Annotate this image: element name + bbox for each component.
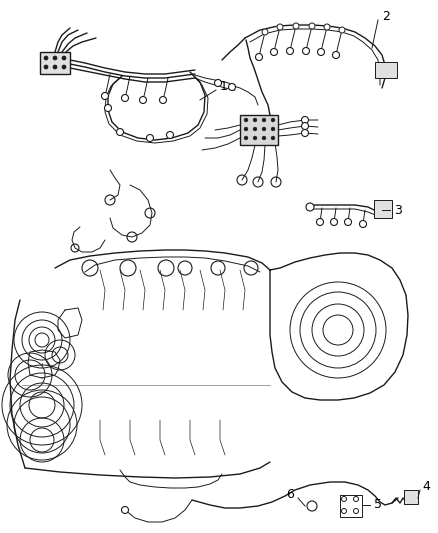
- Text: 3: 3: [394, 204, 402, 216]
- Circle shape: [253, 127, 257, 131]
- Circle shape: [271, 127, 275, 131]
- Circle shape: [53, 65, 57, 69]
- Circle shape: [139, 96, 146, 103]
- Circle shape: [244, 136, 248, 140]
- Circle shape: [277, 24, 283, 30]
- Circle shape: [53, 56, 57, 60]
- Circle shape: [301, 117, 308, 124]
- Circle shape: [271, 49, 278, 55]
- Circle shape: [345, 219, 352, 225]
- Circle shape: [62, 56, 66, 60]
- Circle shape: [331, 219, 338, 225]
- Circle shape: [262, 127, 266, 131]
- Text: 4: 4: [422, 481, 430, 494]
- Circle shape: [117, 128, 124, 135]
- Text: 5: 5: [374, 498, 382, 512]
- Circle shape: [262, 118, 266, 122]
- Circle shape: [339, 27, 345, 33]
- Circle shape: [159, 96, 166, 103]
- Circle shape: [62, 65, 66, 69]
- Circle shape: [293, 23, 299, 29]
- Circle shape: [244, 127, 248, 131]
- Circle shape: [306, 203, 314, 211]
- Bar: [374, 200, 392, 218]
- Text: 2: 2: [382, 11, 390, 23]
- Circle shape: [262, 29, 268, 35]
- Circle shape: [44, 65, 48, 69]
- Circle shape: [301, 123, 308, 130]
- Circle shape: [318, 49, 325, 55]
- Bar: [404, 490, 418, 504]
- Circle shape: [324, 24, 330, 30]
- Circle shape: [255, 53, 262, 61]
- Circle shape: [215, 79, 222, 86]
- Circle shape: [121, 506, 128, 513]
- Bar: [375, 62, 397, 78]
- Circle shape: [121, 94, 128, 101]
- Circle shape: [102, 93, 109, 100]
- Circle shape: [360, 221, 367, 228]
- Circle shape: [244, 118, 248, 122]
- Circle shape: [271, 136, 275, 140]
- Circle shape: [309, 23, 315, 29]
- Circle shape: [301, 130, 308, 136]
- Circle shape: [229, 84, 236, 91]
- Circle shape: [317, 219, 324, 225]
- Circle shape: [332, 52, 339, 59]
- Circle shape: [44, 56, 48, 60]
- Circle shape: [303, 47, 310, 54]
- Circle shape: [253, 136, 257, 140]
- Circle shape: [166, 132, 173, 139]
- Circle shape: [286, 47, 293, 54]
- Circle shape: [105, 104, 112, 111]
- Text: 6: 6: [286, 489, 294, 502]
- Text: 1: 1: [220, 80, 228, 93]
- Bar: [340, 495, 362, 517]
- Circle shape: [146, 134, 153, 141]
- Bar: [40, 52, 70, 74]
- Bar: [240, 115, 278, 145]
- Circle shape: [253, 118, 257, 122]
- Circle shape: [271, 118, 275, 122]
- Circle shape: [262, 136, 266, 140]
